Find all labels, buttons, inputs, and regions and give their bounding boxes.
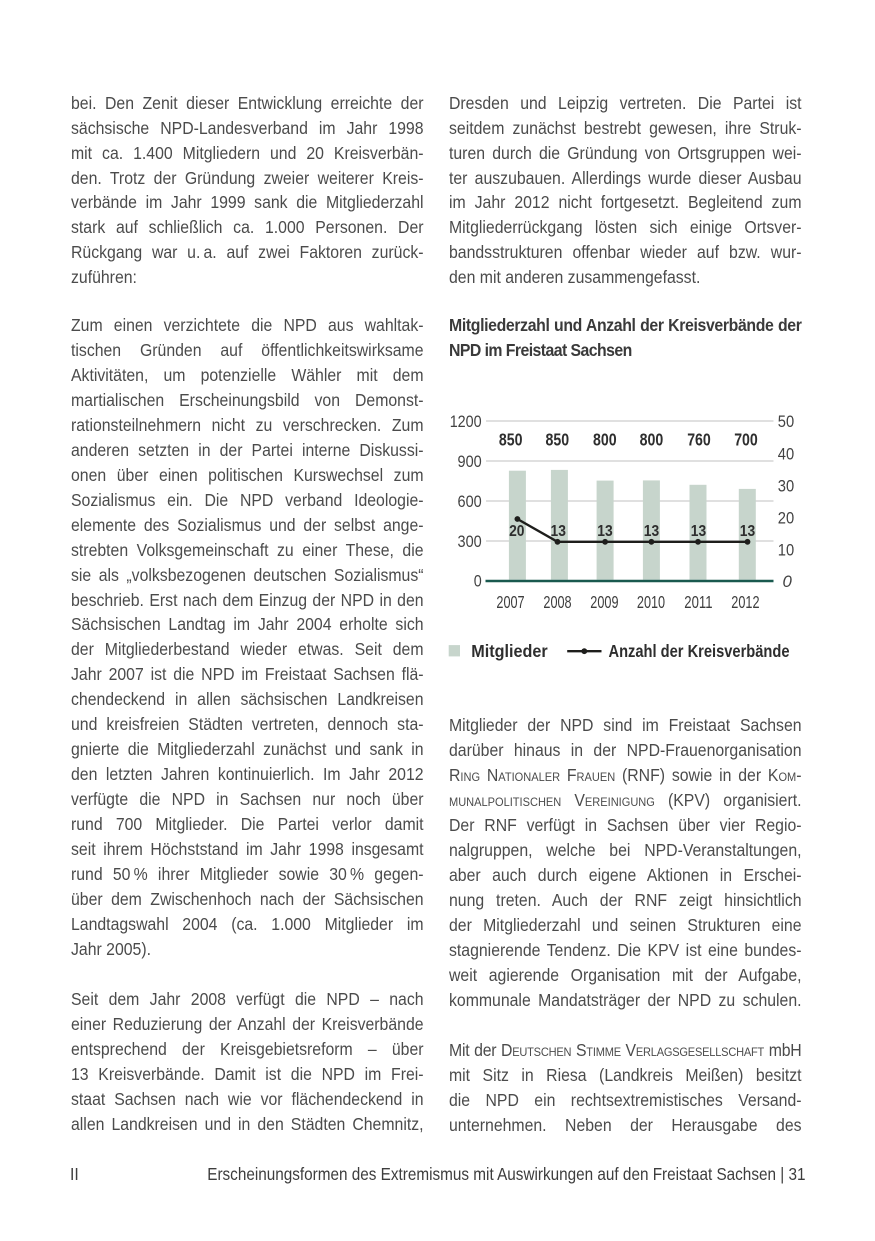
svg-text:20: 20 xyxy=(509,523,524,540)
svg-text:760: 760 xyxy=(687,430,711,450)
svg-text:10: 10 xyxy=(778,541,794,560)
svg-text:13: 13 xyxy=(551,523,567,540)
svg-text:50: 50 xyxy=(778,412,794,431)
svg-text:600: 600 xyxy=(458,492,482,511)
svg-text:13: 13 xyxy=(597,523,613,540)
svg-text:0: 0 xyxy=(783,572,793,591)
svg-text:30: 30 xyxy=(778,476,794,495)
svg-text:800: 800 xyxy=(640,430,664,450)
svg-text:300: 300 xyxy=(458,532,482,551)
svg-text:850: 850 xyxy=(499,430,523,450)
svg-text:2009: 2009 xyxy=(590,592,618,612)
svg-text:2011: 2011 xyxy=(684,592,712,612)
svg-text:800: 800 xyxy=(593,430,617,450)
svg-text:1200: 1200 xyxy=(450,412,482,431)
svg-text:2008: 2008 xyxy=(543,592,571,612)
svg-text:40: 40 xyxy=(778,444,794,463)
svg-text:Mitglieder: Mitglieder xyxy=(471,641,548,661)
svg-text:900: 900 xyxy=(458,452,482,471)
svg-text:13: 13 xyxy=(644,523,660,540)
svg-text:2010: 2010 xyxy=(637,592,665,612)
svg-text:2007: 2007 xyxy=(496,592,524,612)
svg-text:2012: 2012 xyxy=(731,592,759,612)
svg-text:0: 0 xyxy=(474,572,482,591)
svg-text:Anzahl der Kreisverbände: Anzahl der Kreisverbände xyxy=(609,641,790,661)
svg-text:13: 13 xyxy=(691,523,707,540)
svg-text:20: 20 xyxy=(778,509,794,528)
svg-text:700: 700 xyxy=(734,430,758,450)
svg-text:13: 13 xyxy=(740,523,756,540)
svg-text:850: 850 xyxy=(546,430,570,450)
